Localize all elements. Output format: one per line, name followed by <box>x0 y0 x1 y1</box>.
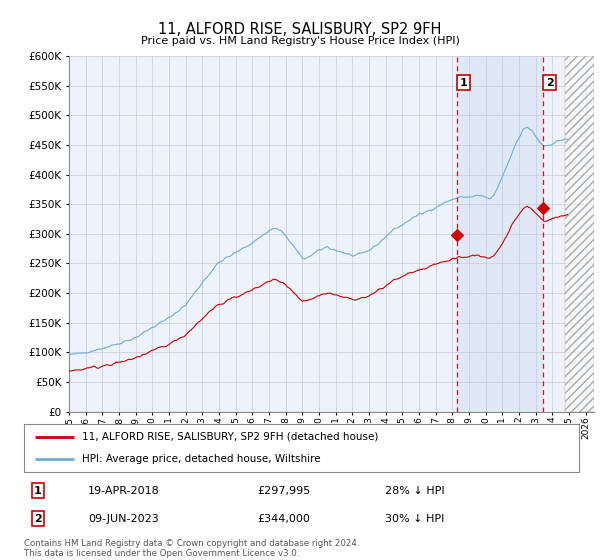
Text: 19-APR-2018: 19-APR-2018 <box>88 486 160 496</box>
Point <box>538 203 548 212</box>
Text: £297,995: £297,995 <box>257 486 310 496</box>
Bar <box>565 56 594 412</box>
Text: 2: 2 <box>545 78 553 88</box>
Text: 28% ↓ HPI: 28% ↓ HPI <box>385 486 445 496</box>
Text: Price paid vs. HM Land Registry's House Price Index (HPI): Price paid vs. HM Land Registry's House … <box>140 36 460 46</box>
Bar <box>457 56 543 412</box>
Text: £344,000: £344,000 <box>257 514 310 524</box>
Text: 11, ALFORD RISE, SALISBURY, SP2 9FH (detached house): 11, ALFORD RISE, SALISBURY, SP2 9FH (det… <box>82 432 379 442</box>
Text: Contains HM Land Registry data © Crown copyright and database right 2024.
This d: Contains HM Land Registry data © Crown c… <box>24 539 359 558</box>
Text: 2: 2 <box>34 514 42 524</box>
Text: 30% ↓ HPI: 30% ↓ HPI <box>385 514 444 524</box>
Text: 1: 1 <box>460 78 467 88</box>
Text: HPI: Average price, detached house, Wiltshire: HPI: Average price, detached house, Wilt… <box>82 454 321 464</box>
Point <box>452 231 462 240</box>
Text: 1: 1 <box>34 486 42 496</box>
Text: 09-JUN-2023: 09-JUN-2023 <box>88 514 158 524</box>
Bar <box>565 56 594 412</box>
Text: 11, ALFORD RISE, SALISBURY, SP2 9FH: 11, ALFORD RISE, SALISBURY, SP2 9FH <box>158 22 442 38</box>
